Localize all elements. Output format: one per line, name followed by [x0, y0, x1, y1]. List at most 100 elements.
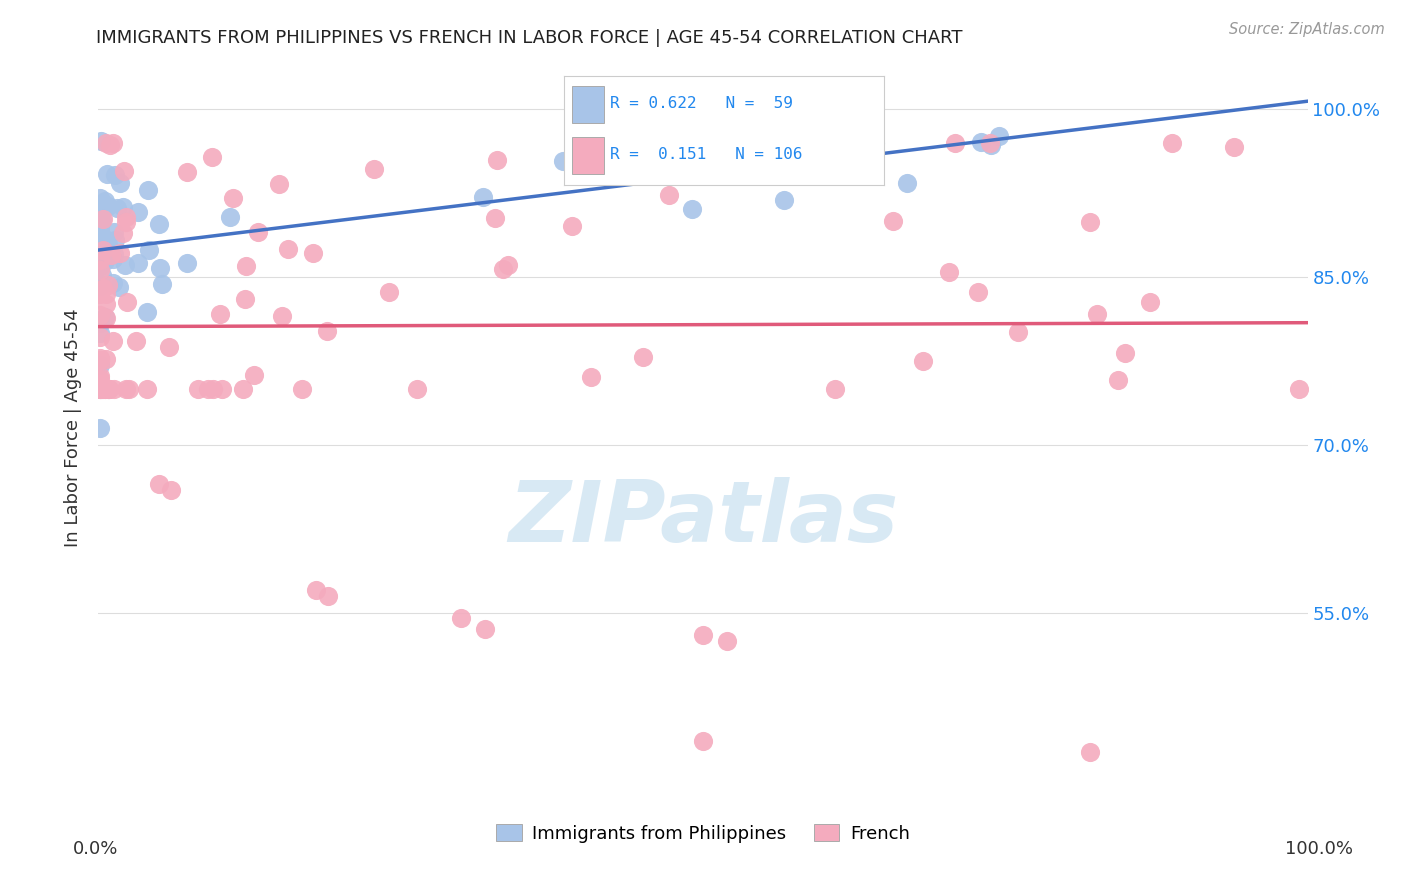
Point [90, 234, 112, 248]
Point [127, 205, 149, 219]
Point [97, 249, 120, 263]
Point [93, 382, 115, 396]
Point [114, 258, 136, 272]
Point [108, 280, 131, 294]
Point [111, 200, 134, 214]
Point [773, 193, 796, 207]
Point [118, 382, 141, 396]
Point [235, 292, 257, 306]
Point [104, 233, 127, 247]
Point [90, 134, 112, 148]
Point [97, 382, 120, 396]
Point [91, 201, 114, 215]
Point [232, 382, 254, 396]
Point [94, 253, 117, 268]
Point [97, 199, 120, 213]
Point [496, 258, 519, 272]
Point [979, 136, 1001, 150]
Point [89, 371, 111, 385]
Point [235, 259, 257, 273]
Point [579, 370, 602, 384]
Point [697, 136, 720, 150]
Point [1288, 382, 1310, 396]
Point [96, 167, 118, 181]
Point [101, 136, 124, 150]
Point [89, 326, 111, 340]
Point [911, 353, 934, 368]
Legend: Immigrants from Philippines, French: Immigrants from Philippines, French [489, 817, 917, 850]
Point [127, 256, 149, 270]
Point [681, 202, 703, 216]
Point [988, 129, 1011, 144]
Point [277, 242, 299, 256]
Point [138, 243, 160, 257]
Point [187, 382, 209, 396]
Y-axis label: In Labor Force | Age 45-54: In Labor Force | Age 45-54 [65, 309, 83, 548]
Point [103, 334, 125, 349]
Point [94, 194, 117, 209]
Point [97, 240, 120, 254]
Point [654, 163, 676, 178]
Point [160, 483, 183, 497]
Point [89, 382, 111, 396]
Text: IMMIGRANTS FROM PHILIPPINES VS FRENCH IN LABOR FORCE | AGE 45-54 CORRELATION CHA: IMMIGRANTS FROM PHILIPPINES VS FRENCH IN… [96, 29, 962, 46]
Point [945, 136, 967, 150]
Text: Source: ZipAtlas.com: Source: ZipAtlas.com [1229, 22, 1385, 37]
Point [1223, 140, 1246, 154]
Point [1114, 346, 1136, 360]
Point [103, 225, 125, 239]
Point [94, 297, 117, 311]
Point [406, 382, 429, 396]
Point [938, 265, 960, 279]
Point [89, 223, 111, 237]
Point [117, 294, 139, 309]
Point [148, 217, 170, 231]
Point [89, 382, 111, 396]
Point [105, 201, 128, 215]
Point [176, 256, 198, 270]
Point [980, 138, 1002, 153]
Point [89, 283, 111, 297]
Point [98, 382, 121, 396]
Point [96, 136, 118, 150]
Point [1139, 294, 1161, 309]
Point [89, 219, 111, 233]
Point [1085, 307, 1108, 321]
Point [101, 252, 124, 267]
Point [796, 144, 818, 158]
Point [89, 309, 111, 323]
Point [124, 334, 146, 348]
Point [89, 278, 111, 293]
Point [247, 226, 270, 240]
Point [91, 212, 114, 227]
Point [471, 190, 494, 204]
Point [824, 382, 846, 396]
Point [136, 382, 159, 396]
Point [98, 138, 121, 153]
Point [96, 286, 118, 301]
Point [89, 316, 111, 330]
Point [89, 233, 111, 247]
Point [97, 382, 120, 396]
Point [970, 135, 993, 149]
Point [474, 623, 496, 637]
Point [291, 382, 314, 396]
Point [150, 277, 173, 291]
Point [89, 382, 111, 396]
Point [94, 310, 117, 325]
Point [94, 232, 117, 246]
Point [658, 188, 681, 202]
Point [108, 246, 131, 260]
Point [97, 382, 120, 396]
Point [450, 611, 472, 625]
Point [176, 165, 198, 179]
Point [305, 583, 328, 598]
Point [97, 277, 120, 292]
Point [103, 382, 125, 396]
Point [967, 285, 990, 300]
Point [94, 382, 117, 396]
Text: ZIPatlas: ZIPatlas [508, 476, 898, 559]
Point [148, 260, 170, 275]
Point [90, 212, 112, 227]
Point [110, 176, 132, 190]
